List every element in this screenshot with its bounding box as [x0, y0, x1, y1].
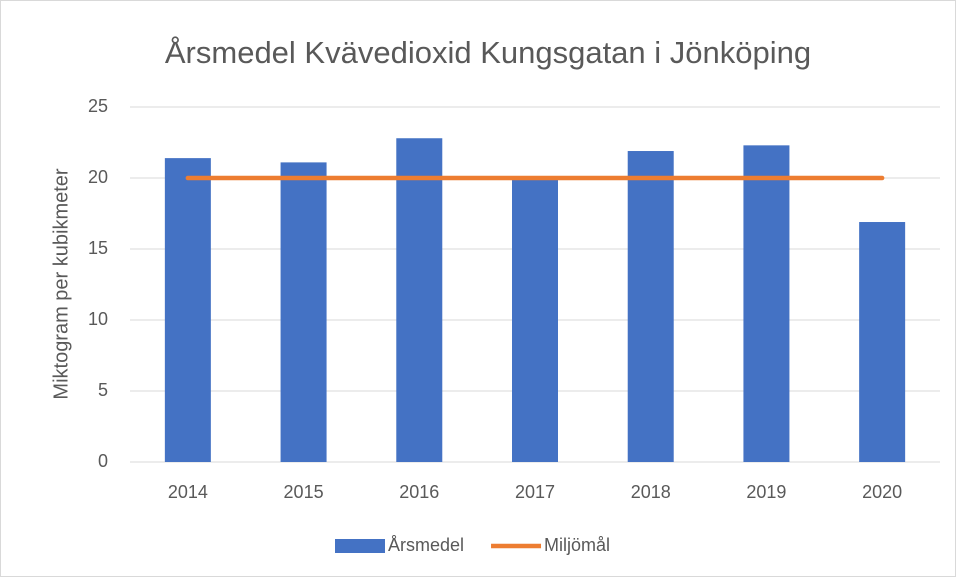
y-tick-label: 5 — [98, 380, 108, 400]
bar — [164, 158, 211, 462]
legend-swatch — [335, 539, 385, 553]
x-tick-label: 2020 — [862, 482, 902, 502]
y-tick-label: 25 — [88, 96, 108, 116]
bar — [512, 176, 558, 462]
x-tick-label: 2014 — [168, 482, 208, 502]
y-axis-label: Miktogram per kubikmeter — [50, 168, 72, 400]
x-tick-label: 2018 — [631, 482, 671, 502]
legend-label: Miljömål — [544, 535, 610, 555]
bar — [859, 222, 906, 462]
x-tick-label: 2015 — [284, 482, 324, 502]
bar — [743, 145, 790, 462]
bar — [280, 162, 327, 462]
y-tick-label: 20 — [88, 167, 108, 187]
y-tick-label: 0 — [98, 451, 108, 471]
x-tick-label: 2016 — [399, 482, 439, 502]
x-tick-label: 2019 — [746, 482, 786, 502]
y-tick-label: 15 — [88, 238, 108, 258]
bar — [396, 138, 443, 463]
bar — [627, 151, 674, 462]
y-tick-label: 10 — [88, 309, 108, 329]
x-tick-label: 2017 — [515, 482, 555, 502]
chart-title: Årsmedel Kvävedioxid Kungsgatan i Jönköp… — [165, 35, 811, 70]
legend-label: Årsmedel — [388, 535, 464, 555]
